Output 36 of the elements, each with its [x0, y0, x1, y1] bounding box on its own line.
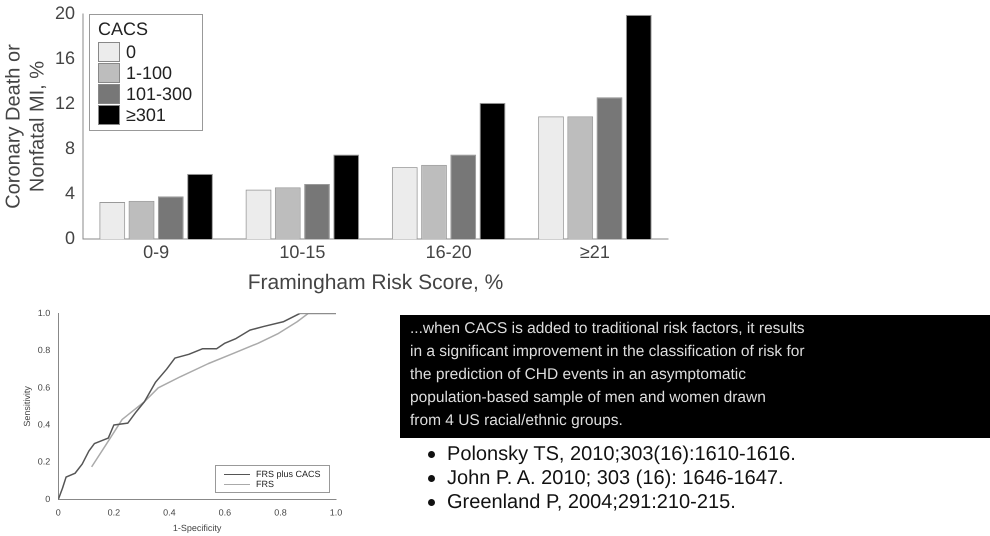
x-tick-label: 10-15 — [279, 242, 326, 262]
text: Polonsky TS, 2010;303(16):1610-1616. — [447, 442, 796, 466]
x-axis-title: 1-Specificity — [172, 523, 222, 534]
x-tick-label: 0.8 — [274, 507, 287, 518]
y-tick-label: 0 — [45, 494, 50, 504]
y-tick-label: 16 — [54, 48, 76, 68]
text: Greenland P, 2004;291:210-215. — [447, 490, 736, 514]
x-tick-label: 16-20 — [426, 242, 472, 262]
y-tick-label: 1.0 — [38, 308, 50, 318]
y-tick-label: 0.6 — [38, 382, 50, 392]
legend-label: 0 — [126, 42, 136, 63]
y-tick-label: 0.4 — [38, 419, 50, 430]
x-tick-label: 1.0 — [330, 507, 342, 518]
x-tick-label: 0-9 — [143, 242, 170, 262]
text: John P. A. 2010; 303 (16): 1646-1647. — [447, 466, 784, 490]
y-tick-label: 12 — [54, 92, 76, 113]
x-tick-label: 0.2 — [108, 507, 120, 518]
legend-label: ≥301 — [126, 104, 166, 126]
y-tick-label: 20 — [54, 2, 76, 23]
x-tick-label: 0.6 — [218, 507, 232, 518]
x-tick-label: ≥21 — [580, 242, 610, 262]
y-axis-title: Coronary Death or Nonfatal MI, % — [2, 44, 49, 209]
y-tick-label: 0.2 — [38, 456, 50, 467]
legend-label: FRS — [256, 479, 274, 490]
y-tick-label: 4 — [65, 183, 76, 204]
y-tick-label: 8 — [65, 138, 76, 158]
y-tick-label: 0.8 — [38, 345, 50, 356]
legend-label: FRS plus CACS — [256, 469, 321, 480]
y-tick-label: 0 — [65, 228, 76, 248]
x-axis-title: Framingham Risk Score, % — [248, 271, 504, 294]
y-axis-title: Sensitivity — [22, 386, 32, 427]
x-tick-label: 0.4 — [163, 507, 176, 518]
text: ...when CACS is added to traditional risk factors, it results in a significant improvement in the classification of risk for the prediction of CHD events in an asymptomatic population-based sample of men and women drawn from 4 US racial/ethnic groups. — [400, 315, 990, 438]
legend-label: 1-100 — [126, 62, 172, 84]
legend-label: 101-300 — [126, 84, 192, 105]
legend-title: CACS — [98, 18, 150, 40]
